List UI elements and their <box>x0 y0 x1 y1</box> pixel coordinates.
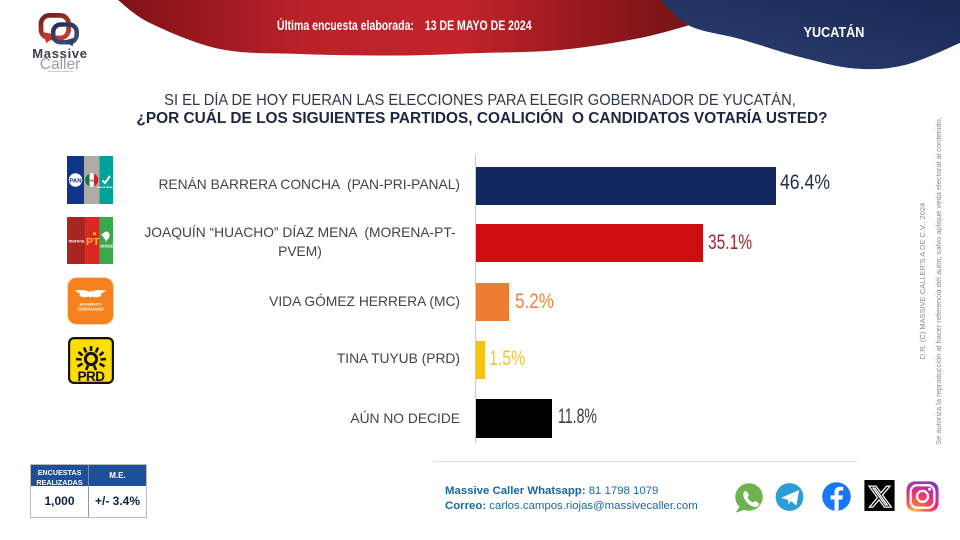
svg-text:VERDE: VERDE <box>99 244 113 249</box>
svg-text:PRI: PRI <box>89 179 95 183</box>
svg-text:PAN: PAN <box>69 178 81 185</box>
svg-text:nueva alianza: nueva alianza <box>97 185 113 189</box>
svg-text:MOVIMIENTO: MOVIMIENTO <box>80 303 102 307</box>
svg-text:CIUDADANO: CIUDADANO <box>77 307 104 312</box>
svg-text:morena: morena <box>68 239 84 244</box>
